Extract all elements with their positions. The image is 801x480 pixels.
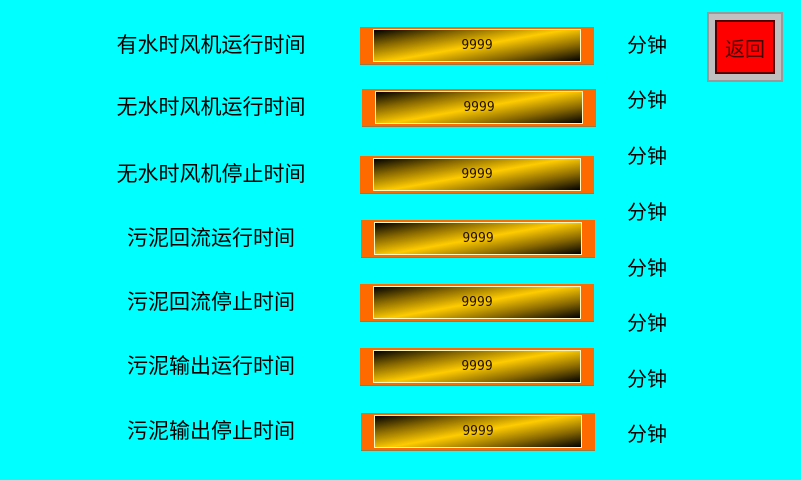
time-value[interactable]: 9999 <box>373 286 581 319</box>
time-value[interactable]: 9999 <box>374 222 582 255</box>
time-value[interactable]: 9999 <box>375 91 583 124</box>
row-label: 污泥输出运行时间 <box>127 354 295 378</box>
back-button-label: 返回 <box>715 20 775 74</box>
unit-label: 分钟 <box>627 311 667 335</box>
unit-label: 分钟 <box>627 144 667 168</box>
time-value[interactable]: 9999 <box>373 350 581 383</box>
row-label: 污泥输出停止时间 <box>127 419 295 443</box>
time-input-field[interactable]: 9999 <box>360 156 594 194</box>
row-label: 污泥回流停止时间 <box>127 290 295 314</box>
row-label: 有水时风机运行时间 <box>116 33 306 57</box>
unit-label: 分钟 <box>627 88 667 112</box>
unit-label: 分钟 <box>627 367 667 391</box>
back-button[interactable]: 返回 <box>707 12 783 82</box>
row-label: 无水时风机运行时间 <box>116 95 306 119</box>
time-input-field[interactable]: 9999 <box>360 284 594 322</box>
time-value[interactable]: 9999 <box>373 158 581 191</box>
time-value[interactable]: 9999 <box>373 29 581 62</box>
time-input-field[interactable]: 9999 <box>361 220 595 258</box>
unit-label: 分钟 <box>627 422 667 446</box>
time-input-field[interactable]: 9999 <box>360 348 594 386</box>
time-value[interactable]: 9999 <box>374 415 582 448</box>
row-label: 污泥回流运行时间 <box>127 226 295 250</box>
unit-label: 分钟 <box>627 33 667 57</box>
time-input-field[interactable]: 9999 <box>362 89 596 127</box>
row-label: 无水时风机停止时间 <box>116 162 306 186</box>
time-input-field[interactable]: 9999 <box>360 27 594 65</box>
unit-label: 分钟 <box>627 200 667 224</box>
unit-label: 分钟 <box>627 256 667 280</box>
time-input-field[interactable]: 9999 <box>361 413 595 451</box>
